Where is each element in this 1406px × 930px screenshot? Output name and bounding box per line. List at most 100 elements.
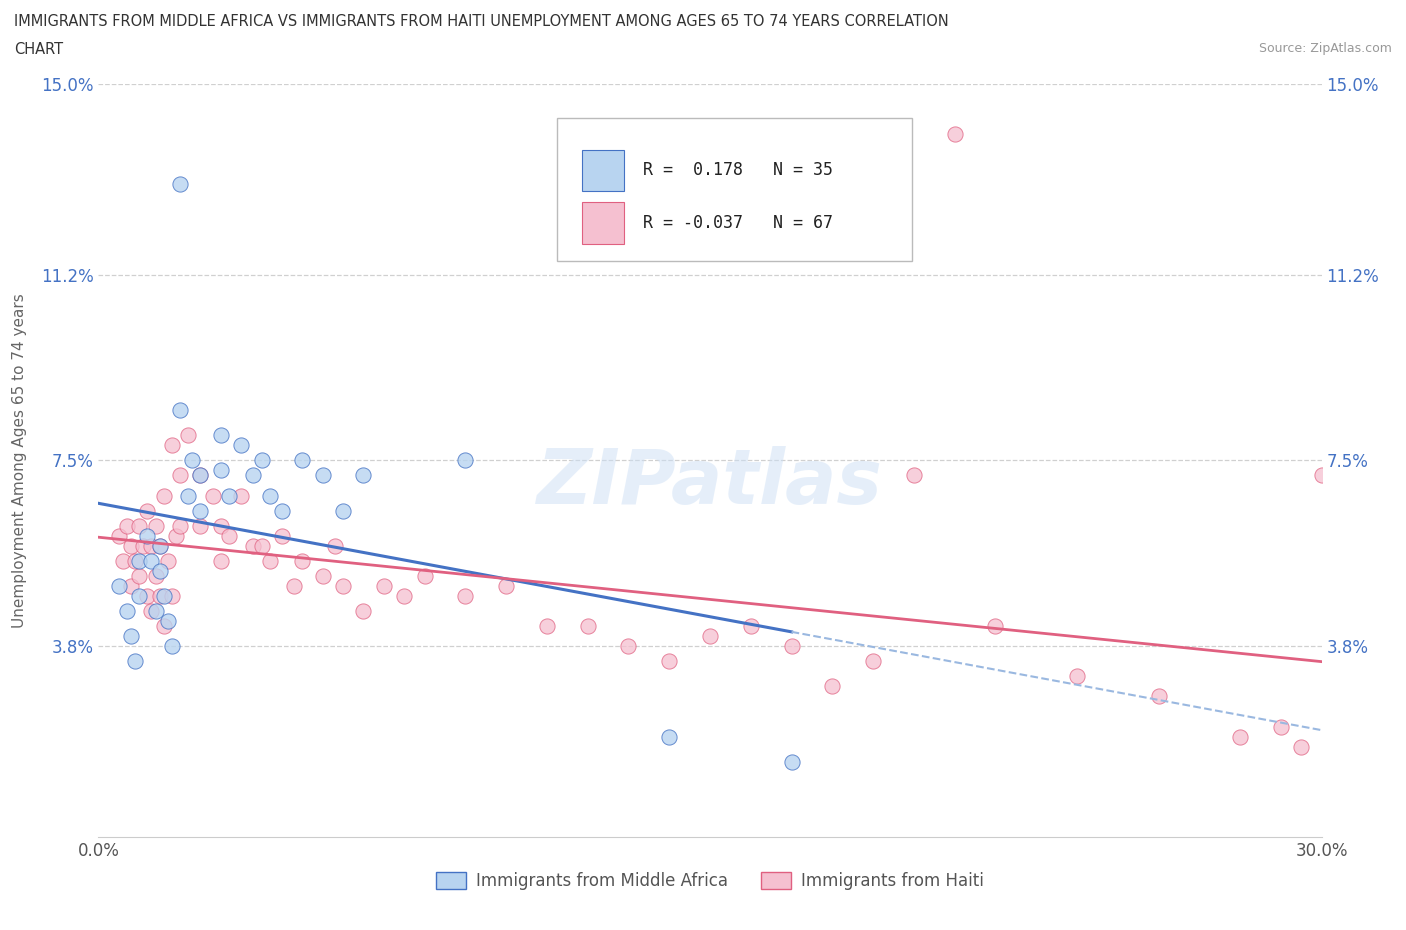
Point (312, 468, 335, 483)
Point (231, 438, 253, 453)
Point (188, 468, 212, 483)
Point (124, 553, 146, 568)
Point (1310, 468, 1333, 483)
Point (120, 629, 142, 644)
Point (209, 428, 232, 443)
Point (259, 488, 281, 503)
Point (780, 754, 803, 769)
Point (576, 618, 599, 633)
Point (259, 553, 281, 568)
Point (984, 618, 1007, 633)
Point (169, 468, 191, 483)
Point (699, 629, 721, 644)
Point (209, 463, 232, 478)
Point (188, 503, 212, 518)
Point (120, 538, 142, 553)
Y-axis label: Unemployment Among Ages 65 to 74 years: Unemployment Among Ages 65 to 74 years (11, 293, 27, 628)
Point (160, 438, 183, 453)
Point (250, 538, 273, 553)
Point (231, 488, 253, 503)
Point (145, 568, 167, 583)
Point (291, 453, 314, 468)
Point (1147, 689, 1170, 704)
Point (128, 553, 150, 568)
Point (1270, 719, 1292, 734)
Text: Source: ZipAtlas.com: Source: ZipAtlas.com (1258, 42, 1392, 55)
Point (152, 488, 174, 503)
Point (177, 428, 200, 443)
Point (152, 589, 174, 604)
Point (169, 177, 191, 192)
Point (160, 639, 183, 654)
Point (160, 589, 183, 604)
Point (495, 578, 517, 593)
Point (242, 468, 264, 483)
Point (658, 729, 681, 744)
Point (145, 518, 167, 533)
Point (312, 568, 335, 583)
Point (270, 503, 294, 518)
Point (323, 538, 346, 553)
Point (145, 604, 167, 618)
Point (115, 518, 138, 533)
Point (352, 604, 374, 618)
Point (283, 578, 305, 593)
Point (108, 528, 131, 543)
Point (115, 604, 138, 618)
Point (291, 553, 314, 568)
Text: R = -0.037   N = 67: R = -0.037 N = 67 (643, 214, 832, 232)
Point (149, 538, 172, 553)
Text: IMMIGRANTS FROM MIDDLE AFRICA VS IMMIGRANTS FROM HAITI UNEMPLOYMENT AMONG AGES 6: IMMIGRANTS FROM MIDDLE AFRICA VS IMMIGRA… (14, 14, 949, 29)
Point (108, 578, 131, 593)
Point (169, 403, 191, 418)
Point (740, 618, 762, 633)
Point (332, 503, 354, 518)
Point (149, 564, 172, 578)
Point (209, 553, 232, 568)
Point (120, 578, 142, 593)
Point (141, 604, 163, 618)
Point (270, 528, 294, 543)
Point (1066, 669, 1088, 684)
Point (943, 126, 966, 141)
Text: R =  0.178   N = 35: R = 0.178 N = 35 (643, 161, 832, 179)
Point (165, 528, 187, 543)
Point (332, 578, 354, 593)
Point (250, 453, 273, 468)
Point (149, 589, 172, 604)
Point (658, 654, 681, 669)
Point (780, 639, 803, 654)
Point (188, 468, 212, 483)
Point (903, 468, 925, 483)
Point (218, 528, 240, 543)
Point (128, 568, 150, 583)
Point (392, 589, 416, 604)
Point (201, 488, 224, 503)
Point (821, 679, 844, 694)
Point (141, 538, 163, 553)
Point (536, 618, 558, 633)
Point (373, 578, 395, 593)
Point (454, 589, 477, 604)
Point (862, 654, 884, 669)
Point (128, 518, 150, 533)
Point (132, 538, 155, 553)
FancyBboxPatch shape (582, 203, 624, 244)
Point (156, 553, 179, 568)
Point (1291, 739, 1313, 754)
Point (181, 453, 204, 468)
Point (218, 488, 240, 503)
Point (1331, 754, 1354, 769)
Point (124, 654, 146, 669)
Point (454, 453, 477, 468)
Point (242, 538, 264, 553)
FancyBboxPatch shape (582, 150, 624, 191)
Point (136, 528, 159, 543)
Point (209, 518, 232, 533)
Point (1229, 729, 1251, 744)
Text: CHART: CHART (14, 42, 63, 57)
Point (111, 553, 134, 568)
Point (128, 589, 150, 604)
Legend: Immigrants from Middle Africa, Immigrants from Haiti: Immigrants from Middle Africa, Immigrant… (429, 865, 991, 897)
FancyBboxPatch shape (557, 117, 912, 260)
